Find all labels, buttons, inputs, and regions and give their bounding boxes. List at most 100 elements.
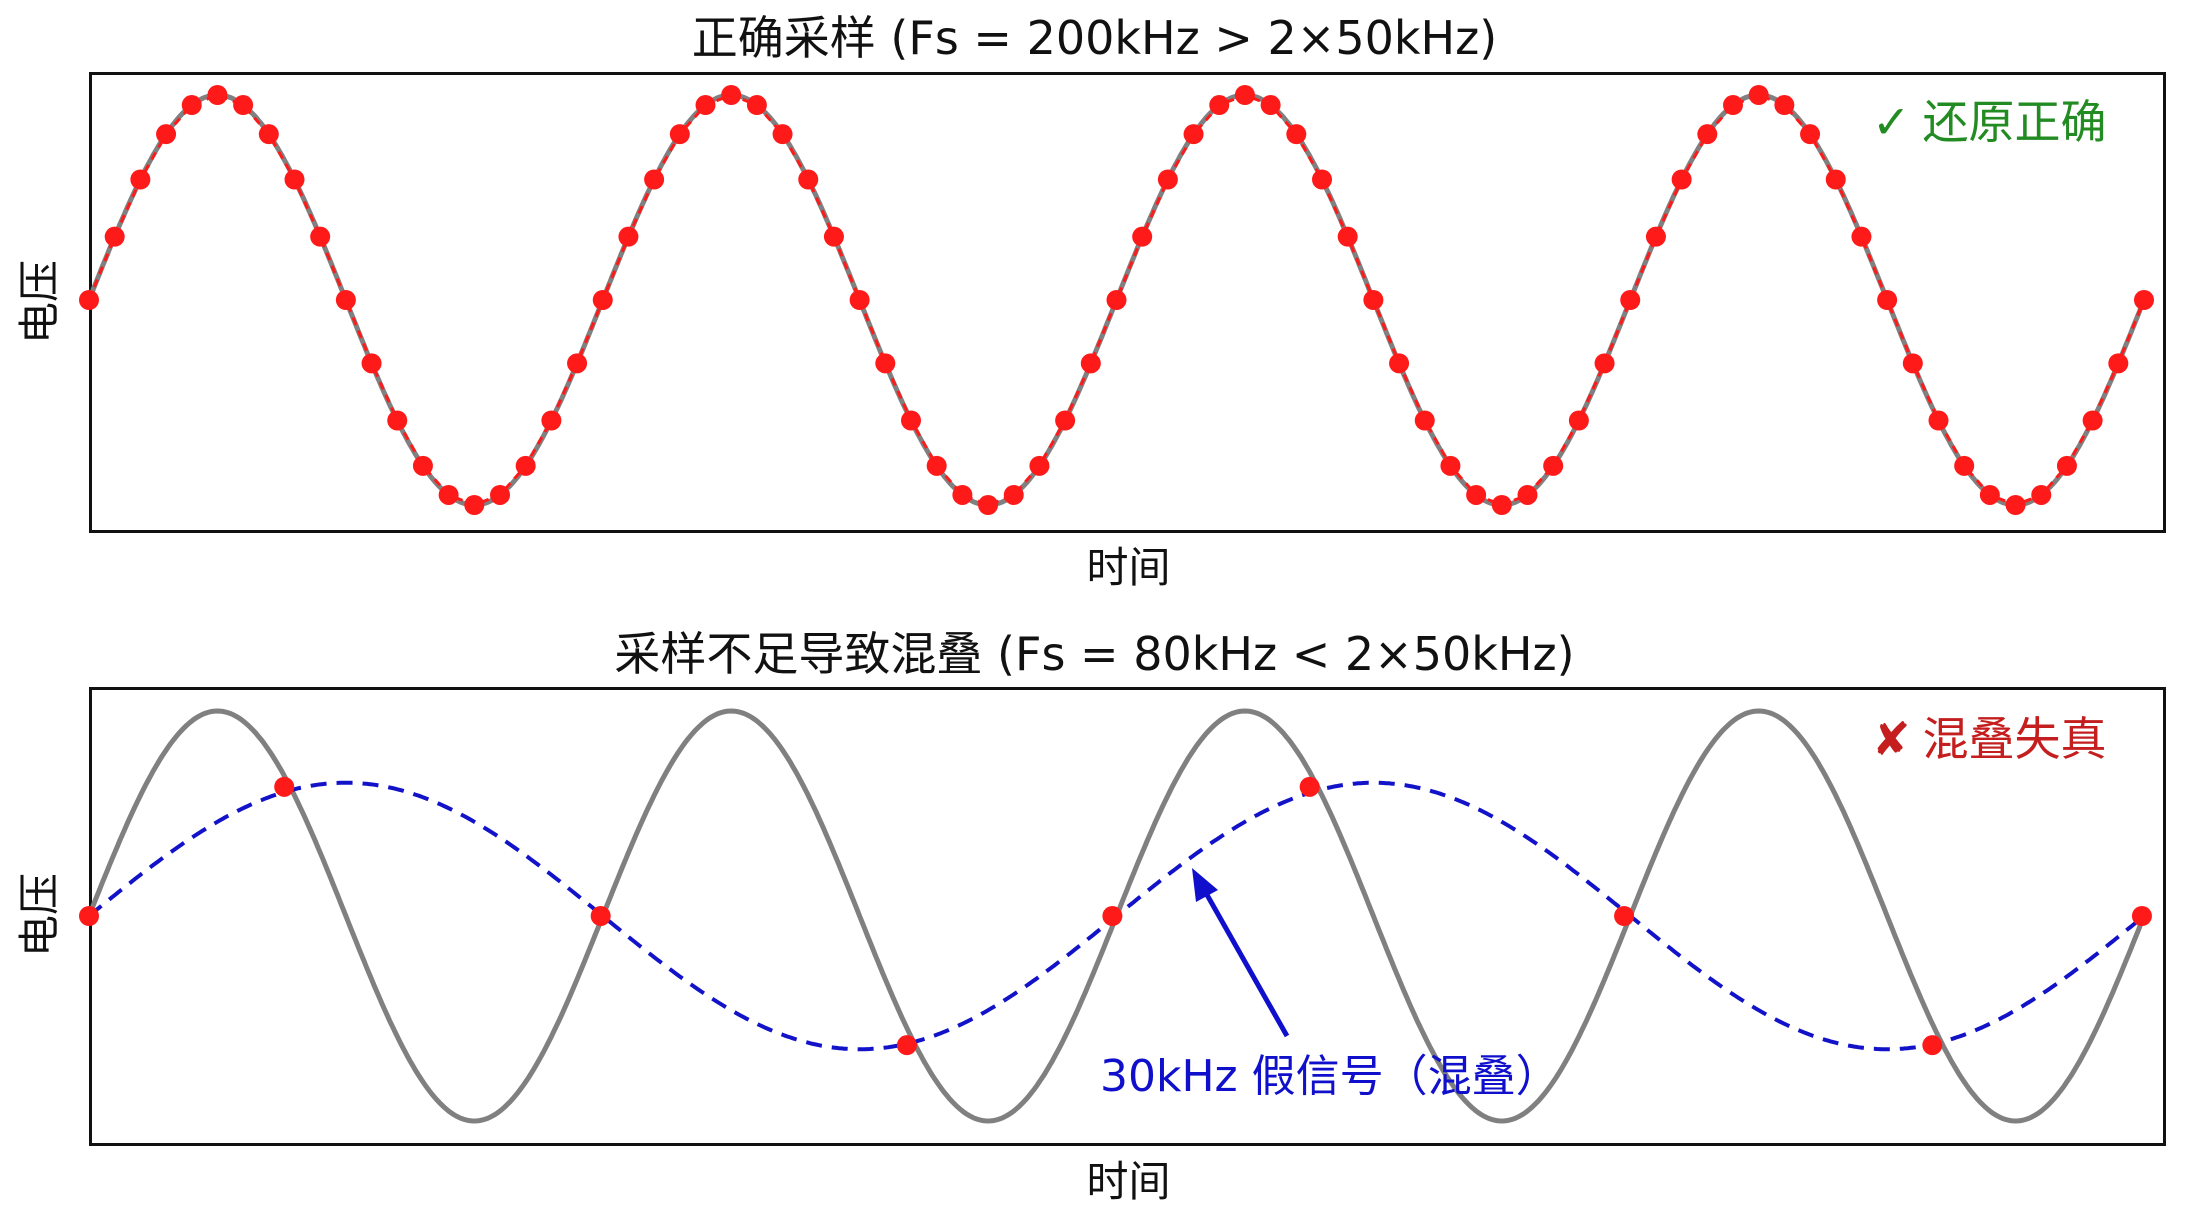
sample-point [438,484,459,505]
sample-point [2005,495,2026,515]
sample-point [1157,169,1178,190]
sample-point [644,169,665,190]
status-text: 混叠失真 [1922,712,2107,766]
sample-point [79,906,99,926]
sample-point [1902,353,1923,374]
sample-point [412,455,433,476]
sample-point [772,124,793,145]
annotation-arrow [1192,868,1290,1038]
sample-point [2056,455,2077,476]
sample-point [1132,226,1153,247]
bottom-chart-title: 采样不足导致混叠 (Fs = 80kHz < 2×50kHz) [614,627,1575,681]
sample-point [1877,290,1898,310]
top-x-axis-label: 时间 [1086,543,1171,592]
sample-point [1260,95,1281,116]
sample-point [1922,1035,1943,1056]
bottom-status-label: ✘ 混叠失真 [1872,713,2107,765]
sample-point [669,124,690,145]
sample-point [1183,124,1204,145]
sample-point [1286,124,1307,145]
sample-point [849,290,870,310]
sample-point [515,455,536,476]
sample-point [1003,484,1024,505]
checkmark-icon: ✓ [1872,95,1911,149]
sample-point [1491,495,1512,515]
status-text: 还原正确 [1922,95,2107,149]
sample-point [1209,95,1230,116]
alias-annotation-label: 30kHz 假信号（混叠） [1100,1051,1560,1102]
sample-point [746,95,767,116]
sample-point [207,85,228,105]
sample-point [567,353,588,374]
sample-point [156,124,177,145]
sample-point [1774,95,1795,116]
sample-point [1928,410,1949,431]
sample-point [79,290,99,310]
sample-point [1312,169,1332,190]
sample-point [387,410,408,431]
top-chart-title: 正确采样 (Fs = 200kHz > 2×50kHz) [691,11,1498,65]
sample-point [1440,455,1461,476]
sample-point [1800,124,1821,145]
sample-point [721,85,742,105]
sample-point [181,95,202,116]
sample-point [1055,410,1076,431]
sample-point [1620,290,1641,310]
sample-point [1825,169,1846,190]
sample-point [1645,226,1666,247]
top-status-label: ✓ 还原正确 [1872,96,2107,148]
sample-point [1389,353,1410,374]
sample-point [541,410,562,431]
sample-point [695,95,716,116]
sample-point [233,95,254,116]
sample-point [1337,226,1358,247]
sample-point [1106,290,1127,310]
sample-point [823,226,844,247]
sample-point [978,495,999,515]
sample-point [284,169,305,190]
sample-point [274,776,295,797]
sample-point [590,906,611,926]
sample-point [130,169,151,190]
sample-point [1671,169,1692,190]
sample-point [592,290,613,310]
sample-point [1543,455,1564,476]
sample-point [798,169,819,190]
sample-point [2031,484,2052,505]
sample-point [1568,410,1589,431]
sample-point [1979,484,2000,505]
sample-point [335,290,356,310]
sample-point [258,124,279,145]
sample-point [1363,290,1384,310]
bottom-plot-area [79,708,2152,1124]
sample-point [1748,85,1769,105]
sample-point [1414,410,1435,431]
sample-point [1234,85,1255,105]
sample-point [1851,226,1872,247]
sample-point [901,410,921,431]
sample-point [1517,484,1538,505]
sample-point [896,1035,917,1056]
sample-point [1594,353,1615,374]
sample-point [104,226,125,247]
sample-point [2108,353,2129,374]
sample-point [490,484,510,505]
sample-point [2131,906,2152,926]
sample-point [361,353,382,374]
sample-point [1080,353,1101,374]
cross-icon: ✘ [1872,712,1911,766]
sample-point [1029,455,1050,476]
sample-point [2082,410,2103,431]
sample-point [1299,776,1320,797]
sample-point [1102,906,1123,926]
sample-point [952,484,973,505]
top-plot-area [79,85,2154,515]
sample-point [875,353,896,374]
sample-point [2134,290,2154,310]
sample-point [1697,124,1718,145]
sample-point [1723,95,1743,116]
sample-point [926,455,947,476]
sample-point [310,226,331,247]
sample-point [1614,906,1635,926]
